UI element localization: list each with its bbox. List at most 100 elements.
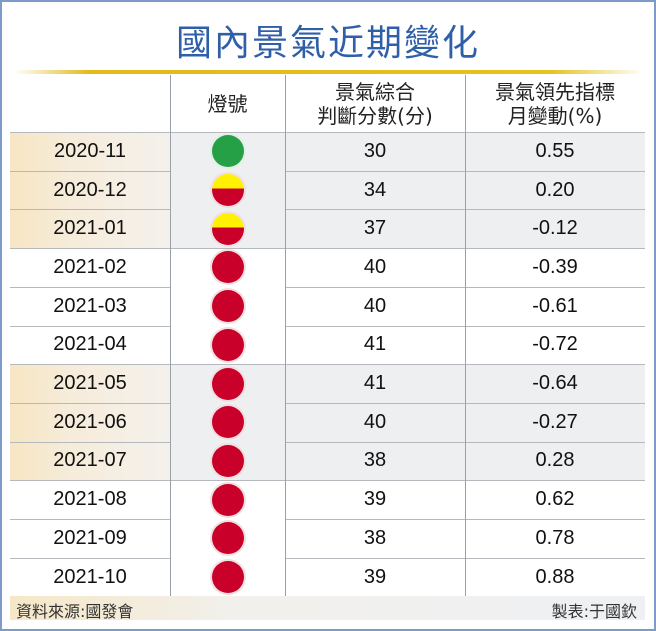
column-divider [285,75,286,596]
score-cell: 39 [363,565,387,588]
credit-note: 製表:于國欽 [551,602,637,621]
row-divider [10,480,645,482]
yellow-red-light-icon [211,212,244,245]
light-cell [170,519,285,558]
table-row: 2021-05 41 -0.64 [10,364,645,403]
leading-cell: 0.62 [535,488,575,511]
light-cell [170,248,285,287]
table-row: 2021-07 38 0.28 [10,441,645,481]
leading-cell: -0.27 [465,402,645,442]
row-divider [10,170,170,172]
score-cell: 40 [285,402,465,442]
month-cell: 2021-04 [53,333,127,356]
header-score-line1: 景氣綜合 [335,79,415,104]
score-cell: 39 [363,488,387,511]
light-cell [170,209,285,249]
table-row: 2021-08 39 0.62 [10,480,645,519]
leading-cell: -0.64 [465,364,645,403]
red-light-icon [211,561,244,594]
month-cell: 2021-03 [53,294,127,317]
month-cell: 2021-09 [53,526,127,549]
month-cell: 2021-10 [53,565,127,588]
leading-cell: -0.39 [532,255,578,278]
row-divider [10,519,170,520]
table-row: 2020-11 30 0.55 [10,132,645,171]
red-light-icon [211,444,244,477]
table-row: 2021-10 39 0.88 [10,558,645,597]
leading-cell: -0.12 [465,209,645,249]
table-row: 2021-02 40 -0.39 [10,248,645,287]
score-cell: 41 [363,333,387,356]
leading-cell: 0.88 [535,565,575,588]
column-divider [170,75,171,596]
light-cell [170,402,285,442]
table-row: 2021-06 40 -0.27 [10,402,645,442]
header-leading-line1: 景氣領先指標 [495,79,615,104]
red-light-icon [211,483,244,516]
month-cell: 2021-06 [10,402,170,442]
month-cell: 2021-08 [53,488,127,511]
footer-bar: 資料來源:國發會 製表:于國欽 [10,596,645,621]
leading-cell: 0.28 [465,441,645,481]
leading-cell: 0.78 [535,526,575,549]
column-divider [465,75,466,596]
table-row: 2021-04 41 -0.72 [10,326,645,365]
score-cell: 40 [363,294,387,317]
light-cell [170,326,285,365]
score-cell: 40 [363,255,387,278]
table-row: 2020-12 34 0.20 [10,170,645,210]
score-cell: 41 [285,364,465,403]
month-cell: 2021-07 [10,441,170,481]
score-cell: 30 [285,132,465,171]
light-cell [170,170,285,210]
row-divider [10,132,645,133]
light-cell [170,287,285,326]
light-cell [170,364,285,403]
row-divider [10,402,170,404]
header-leading-line2: 月變動(%) [507,103,603,128]
score-cell: 34 [285,170,465,210]
header-light: 燈號 [207,91,248,116]
score-cell: 38 [363,526,387,549]
month-cell: 2020-12 [10,170,170,210]
row-divider [10,325,170,327]
leading-cell: 0.55 [465,132,645,171]
yellow-red-light-icon [211,174,244,207]
leading-cell: -0.61 [532,294,578,317]
red-light-icon [211,406,244,439]
header-score: 景氣綜合 判斷分數(分) [285,75,465,132]
green-light-icon [211,135,244,168]
source-note: 資料來源:國發會 [16,602,134,621]
row-divider [10,557,170,559]
light-cell [170,132,285,171]
month-cell: 2021-02 [53,255,127,278]
red-light-icon [211,290,244,323]
row-divider [10,441,170,443]
red-light-icon [211,251,244,284]
leading-cell: -0.72 [532,333,578,356]
header-month [10,75,170,132]
row-divider [10,209,170,211]
month-cell: 2020-11 [10,132,170,171]
table-row: 2021-09 38 0.78 [10,519,645,558]
row-divider [10,248,645,250]
light-cell [170,480,285,519]
table-row: 2021-03 40 -0.61 [10,287,645,326]
score-cell: 38 [285,441,465,481]
red-light-icon [211,367,244,400]
chart-title: 國內景氣近期變化 [175,23,480,64]
row-divider [10,364,645,366]
header-score-line2: 判斷分數(分) [317,103,433,128]
leading-cell: 0.20 [465,170,645,210]
score-cell: 37 [285,209,465,249]
light-cell [170,441,285,481]
red-light-icon [211,522,244,555]
header-leading: 景氣領先指標 月變動(%) [465,75,645,132]
red-light-icon [211,328,244,361]
table-row: 2021-01 37 -0.12 [10,209,645,249]
row-divider [10,286,170,288]
light-cell [170,558,285,597]
gold-divider [14,70,644,74]
month-cell: 2021-01 [10,209,170,249]
